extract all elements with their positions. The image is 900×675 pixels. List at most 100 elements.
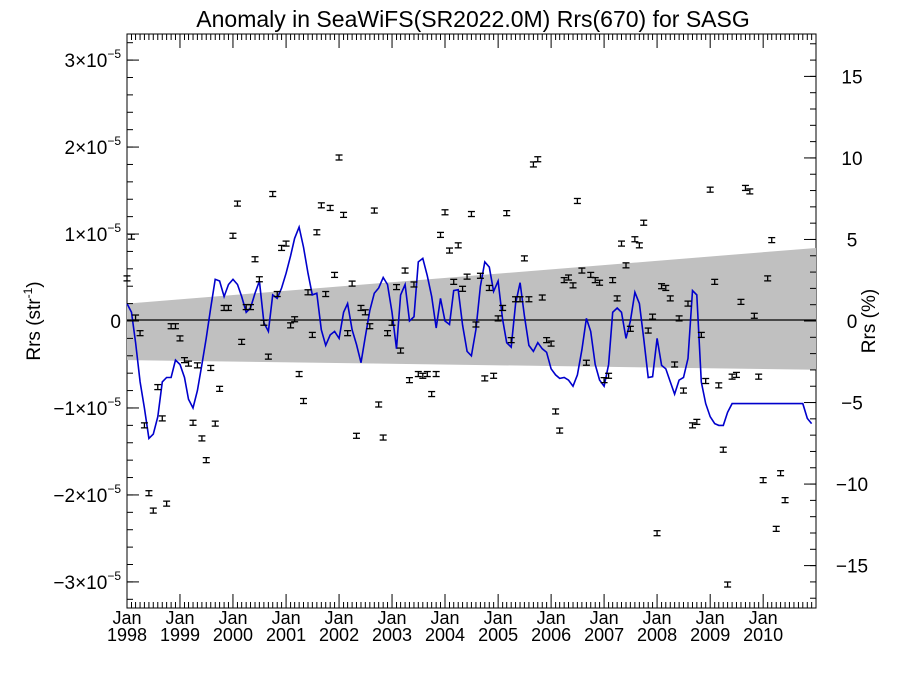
data-point xyxy=(578,267,586,274)
data-point xyxy=(671,361,679,368)
y-axis-label: Rrs (str-1) xyxy=(21,281,45,360)
x-tick-month-label: Jan xyxy=(218,608,247,628)
data-point xyxy=(724,581,732,588)
data-point xyxy=(772,525,780,533)
x-tick-month-label: Jan xyxy=(378,608,407,628)
data-point xyxy=(308,331,316,339)
y2-tick-label: −10 xyxy=(836,475,868,496)
data-point xyxy=(163,500,171,507)
data-point xyxy=(176,335,184,342)
y2-tick-label: −5 xyxy=(841,394,863,415)
data-point xyxy=(499,304,507,312)
y2-tick-label: 5 xyxy=(847,230,858,251)
data-point xyxy=(229,232,237,239)
data-point xyxy=(485,284,493,292)
data-point xyxy=(366,323,374,330)
data-point xyxy=(543,336,551,344)
data-point xyxy=(454,242,462,249)
x-tick-year-label: 2000 xyxy=(213,625,253,645)
data-point xyxy=(295,370,303,378)
y-tick-label: −1×10−5 xyxy=(53,395,121,420)
data-point xyxy=(432,370,440,378)
data-point xyxy=(737,298,745,306)
data-point xyxy=(255,276,263,283)
data-point xyxy=(202,457,210,464)
data-point xyxy=(503,210,511,217)
data-point xyxy=(437,231,445,239)
y2-tick-label: −15 xyxy=(836,557,868,578)
data-point xyxy=(658,283,666,290)
x-tick-year-label: 2004 xyxy=(425,625,465,645)
data-point xyxy=(326,204,334,212)
data-point xyxy=(264,353,272,360)
data-point xyxy=(582,359,590,366)
x-tick-month-label: Jan xyxy=(430,608,459,628)
x-tick-month-label: Jan xyxy=(165,608,194,628)
x-tick-year-label: 2005 xyxy=(478,625,518,645)
data-point xyxy=(273,290,281,298)
data-point xyxy=(278,244,286,252)
data-point xyxy=(335,154,343,161)
data-point xyxy=(322,290,330,298)
x-tick-month-label: Jan xyxy=(643,608,672,628)
data-point xyxy=(662,284,670,292)
data-point xyxy=(746,188,754,195)
data-point xyxy=(171,323,179,330)
data-point xyxy=(450,278,458,286)
y2-tick-label: 10 xyxy=(841,149,862,170)
y-tick-label: 0 xyxy=(110,312,121,333)
data-point xyxy=(520,255,528,262)
data-point xyxy=(361,309,369,316)
data-point xyxy=(375,401,383,408)
data-point xyxy=(211,420,219,427)
data-point xyxy=(538,294,546,301)
data-point xyxy=(715,382,723,389)
data-point xyxy=(136,330,144,337)
smoothed-series-layer xyxy=(126,224,813,441)
x-tick-month-label: Jan xyxy=(590,608,619,628)
data-point xyxy=(702,377,710,385)
data-point xyxy=(127,233,135,240)
x-tick-month-label: Jan xyxy=(696,608,725,628)
x-tick-month-label: Jan xyxy=(749,608,778,628)
x-tick-month-label: Jan xyxy=(484,608,513,628)
data-point xyxy=(269,190,277,198)
data-point xyxy=(688,422,696,429)
data-point xyxy=(158,415,166,422)
data-point xyxy=(609,276,617,284)
data-point xyxy=(476,272,484,279)
data-point xyxy=(719,446,727,453)
data-point xyxy=(777,470,785,477)
data-point xyxy=(149,507,157,514)
data-point xyxy=(711,278,719,286)
data-point xyxy=(467,210,475,218)
data-point xyxy=(732,371,740,379)
data-point xyxy=(419,372,427,379)
data-point xyxy=(494,315,502,322)
data-point xyxy=(529,161,537,168)
data-point xyxy=(626,325,634,332)
x-tick-year-label: 2007 xyxy=(584,625,624,645)
data-point xyxy=(560,276,568,284)
data-point xyxy=(216,385,224,392)
x-tick-month-label: Jan xyxy=(272,608,301,628)
data-point xyxy=(405,376,413,384)
y-tick-label: 3×10−5 xyxy=(65,47,122,72)
data-point xyxy=(666,295,674,302)
data-point xyxy=(331,271,339,279)
data-point xyxy=(618,240,626,247)
data-point xyxy=(238,338,246,346)
data-point xyxy=(123,275,131,282)
data-point xyxy=(180,356,188,364)
data-point xyxy=(481,375,489,382)
data-point xyxy=(728,373,736,380)
y-tick-label: 1×10−5 xyxy=(65,221,122,246)
data-point xyxy=(287,322,295,329)
data-point xyxy=(631,236,639,243)
data-point xyxy=(565,274,573,281)
data-point xyxy=(251,256,259,263)
data-point xyxy=(675,315,683,322)
data-point xyxy=(613,295,621,302)
data-point xyxy=(348,280,356,287)
data-point xyxy=(552,408,560,415)
